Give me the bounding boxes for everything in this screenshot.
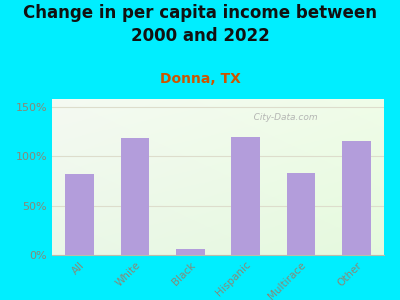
Bar [121,139,149,255]
Text: Change in per capita income between
2000 and 2022: Change in per capita income between 2000… [23,4,377,45]
Bar [231,136,260,255]
Bar [287,173,315,255]
Bar [176,249,205,255]
Bar [342,142,371,255]
Text: Donna, TX: Donna, TX [160,72,240,86]
Text: City-Data.com: City-Data.com [244,113,317,122]
Bar [65,174,94,255]
